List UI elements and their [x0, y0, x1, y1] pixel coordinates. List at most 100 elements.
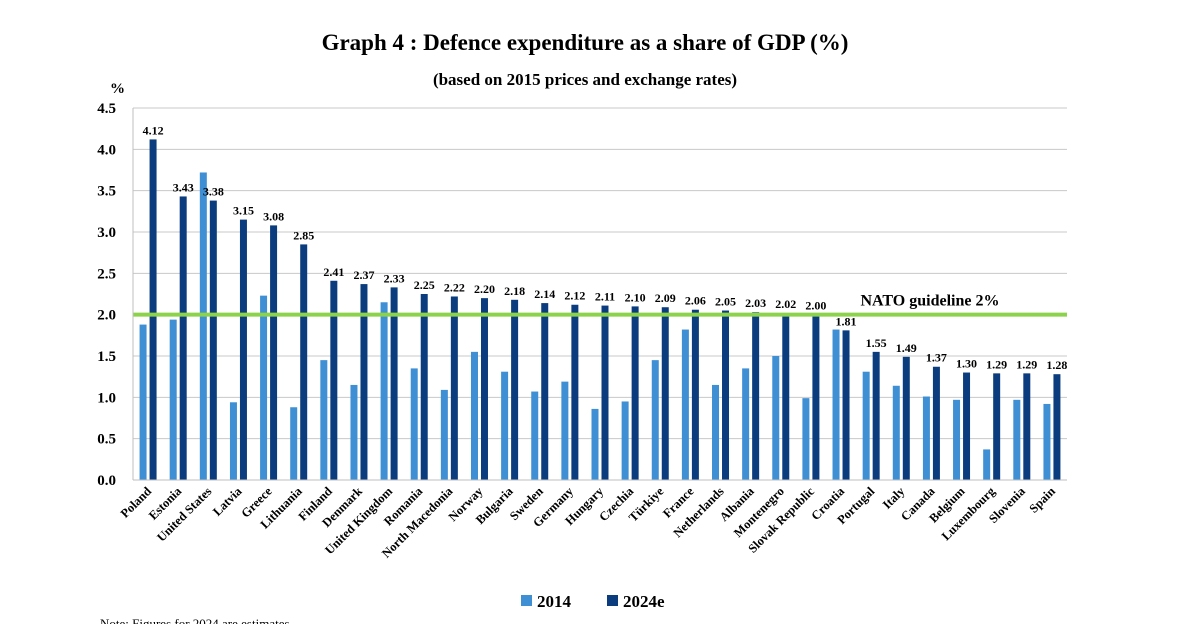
bar-2024e	[691, 309, 699, 480]
data-label-2024e: 2.02	[775, 297, 796, 311]
y-tick-label: 1.5	[97, 349, 116, 365]
data-label-2024e: 2.06	[685, 294, 706, 308]
bar-2014	[681, 329, 689, 480]
data-label-2024e: 2.22	[444, 280, 465, 294]
reference-line-group: NATO guideline 2%	[133, 293, 1067, 317]
bar-2014	[199, 172, 207, 481]
data-label-2024e: 2.85	[293, 228, 314, 242]
bar-2024e	[872, 351, 880, 480]
footnote: Note: Figures for 2024 are estimates	[100, 616, 290, 624]
data-label-2024e: 2.12	[564, 289, 585, 303]
bar-2014	[591, 408, 599, 480]
bar-2014	[350, 384, 358, 480]
bar-2014	[802, 398, 810, 480]
bar-2024e	[480, 298, 488, 480]
bar-2024e	[149, 139, 157, 480]
bar-2024e	[722, 310, 730, 480]
data-label-2024e: 2.14	[534, 287, 555, 301]
bar-2014	[983, 449, 991, 480]
bar-2014	[772, 356, 780, 480]
bar-2024e	[511, 299, 519, 480]
y-tick-label: 4.0	[97, 142, 116, 158]
bar-2024e	[390, 287, 398, 480]
data-label-2024e: 2.20	[474, 282, 495, 296]
bar-2024e	[752, 312, 760, 480]
data-label-2024e: 3.38	[203, 185, 224, 199]
data-label-2024e: 2.41	[323, 265, 344, 279]
bar-2024e	[601, 305, 609, 480]
y-tick-label: 4.5	[97, 101, 116, 117]
bar-2024e	[661, 307, 669, 480]
y-tick-label: 3.0	[97, 225, 116, 241]
data-label-2024e: 2.00	[805, 299, 826, 313]
legend-label: 2024e	[623, 592, 665, 611]
data-label-2024e: 2.37	[353, 268, 374, 282]
bar-2014	[953, 399, 961, 480]
bar-2014	[742, 368, 750, 480]
bar-2014	[651, 360, 659, 480]
bar-2014	[320, 360, 328, 480]
bar-2014	[712, 384, 720, 480]
bar-2024e	[993, 373, 1001, 480]
bar-2014	[380, 302, 388, 480]
data-label-2024e: 1.49	[896, 341, 917, 355]
data-label-2024e: 3.08	[263, 209, 284, 223]
data-label-2024e: 2.09	[655, 291, 676, 305]
legend: 2014 2024e	[521, 592, 665, 611]
data-label-2024e: 2.05	[715, 295, 736, 309]
data-label-2024e: 2.33	[384, 271, 405, 285]
bar-2014	[410, 368, 418, 480]
bar-2014	[1043, 403, 1051, 480]
bar-2014	[621, 401, 629, 480]
legend-swatch	[521, 595, 532, 606]
bar-2024e	[782, 313, 790, 480]
bar-2014	[862, 371, 870, 480]
bar-2014	[470, 351, 478, 480]
y-tick-label: 0.5	[97, 432, 116, 448]
bar-2024e	[1053, 374, 1061, 480]
bar-2014	[229, 402, 237, 480]
bar-2024e	[420, 294, 428, 480]
data-label-2024e: 2.18	[504, 284, 525, 298]
bar-2014	[531, 391, 539, 480]
bar-2024e	[963, 372, 971, 480]
category-label: Latvia	[210, 484, 245, 519]
y-tick-label: 1.0	[97, 390, 116, 406]
chart-title: Graph 4 : Defence expenditure as a share…	[321, 30, 849, 55]
data-label-2024e: 1.29	[1016, 357, 1037, 371]
bars	[139, 139, 1061, 481]
bar-2024e	[902, 356, 910, 480]
data-labels: 4.12 3.43 3.38 3.15 3.08 2.85 2.41 2.37 2.33 2.25…	[143, 123, 1068, 372]
bar-2024e	[631, 306, 639, 480]
data-label-2024e: 2.03	[745, 296, 766, 310]
data-label-2024e: 2.10	[625, 290, 646, 304]
bar-2014	[290, 407, 298, 480]
bar-2014	[501, 371, 509, 480]
y-tick-label: 2.0	[97, 308, 116, 324]
data-label-2024e: 1.28	[1046, 358, 1067, 372]
bar-2024e	[270, 225, 278, 480]
bar-2024e	[330, 280, 338, 480]
bar-2014	[1013, 399, 1021, 480]
data-label-2024e: 1.37	[926, 351, 947, 365]
data-label-2024e: 3.15	[233, 204, 254, 218]
bar-2024e	[179, 196, 187, 480]
data-label-2024e: 2.11	[595, 290, 615, 304]
data-label-2024e: 3.43	[173, 180, 194, 194]
data-label-2024e: 2.25	[414, 278, 435, 292]
bar-2024e	[932, 366, 940, 480]
bar-2014	[922, 396, 930, 480]
data-label-2024e: 1.29	[986, 357, 1007, 371]
legend-swatch	[607, 595, 618, 606]
data-label-2024e: 4.12	[143, 123, 164, 137]
data-label-2024e: 1.30	[956, 357, 977, 371]
y-tick-label: 0.0	[97, 473, 116, 489]
bar-2014	[260, 295, 268, 480]
bar-2024e	[812, 314, 820, 480]
bar-2014	[561, 381, 569, 480]
bar-2014	[832, 329, 840, 480]
bar-2024e	[571, 304, 579, 480]
y-axis-unit-label: %	[110, 81, 125, 97]
bar-2024e	[239, 219, 247, 480]
